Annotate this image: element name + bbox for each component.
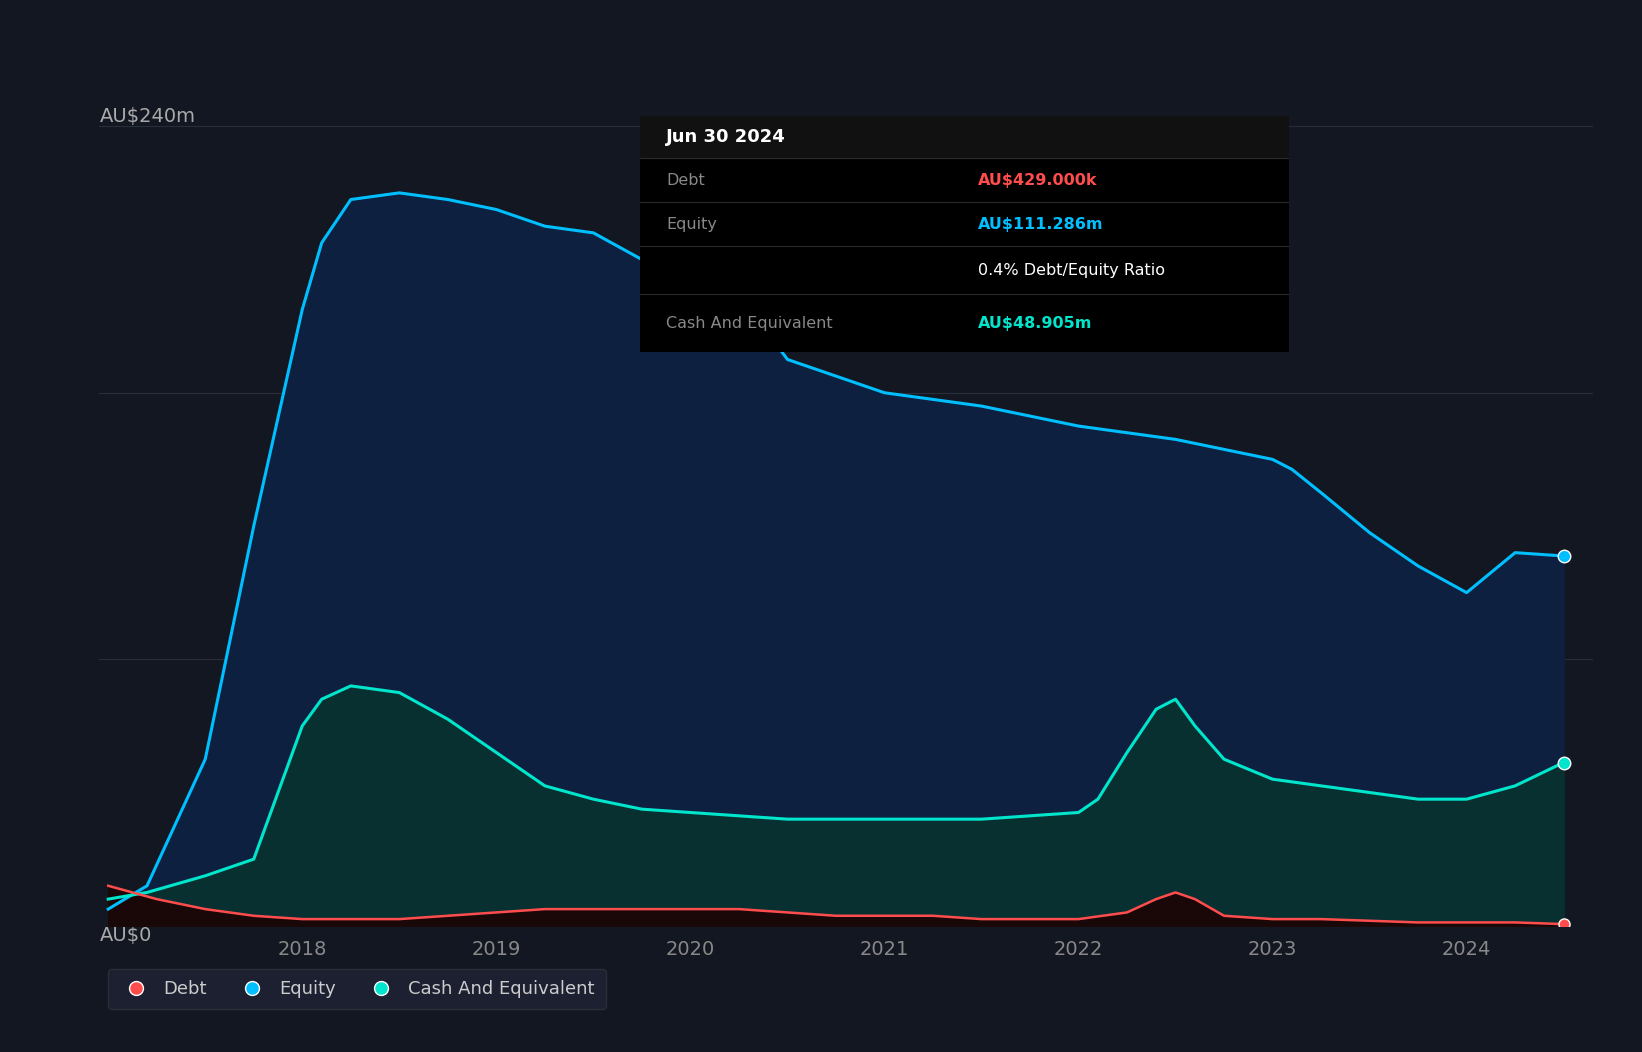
Text: Equity: Equity <box>667 217 718 231</box>
Text: AU$48.905m: AU$48.905m <box>977 316 1092 330</box>
Bar <box>640 116 1289 159</box>
Text: 0.4% Debt/Equity Ratio: 0.4% Debt/Equity Ratio <box>977 263 1164 278</box>
Text: Debt: Debt <box>667 173 704 187</box>
Text: AU$429.000k: AU$429.000k <box>977 173 1097 187</box>
Text: AU$111.286m: AU$111.286m <box>977 217 1103 231</box>
Legend: Debt, Equity, Cash And Equivalent: Debt, Equity, Cash And Equivalent <box>107 969 606 1009</box>
Text: AU$240m: AU$240m <box>100 107 195 126</box>
Text: AU$0: AU$0 <box>100 926 153 945</box>
Text: Jun 30 2024: Jun 30 2024 <box>667 128 787 146</box>
Text: Cash And Equivalent: Cash And Equivalent <box>667 316 832 330</box>
